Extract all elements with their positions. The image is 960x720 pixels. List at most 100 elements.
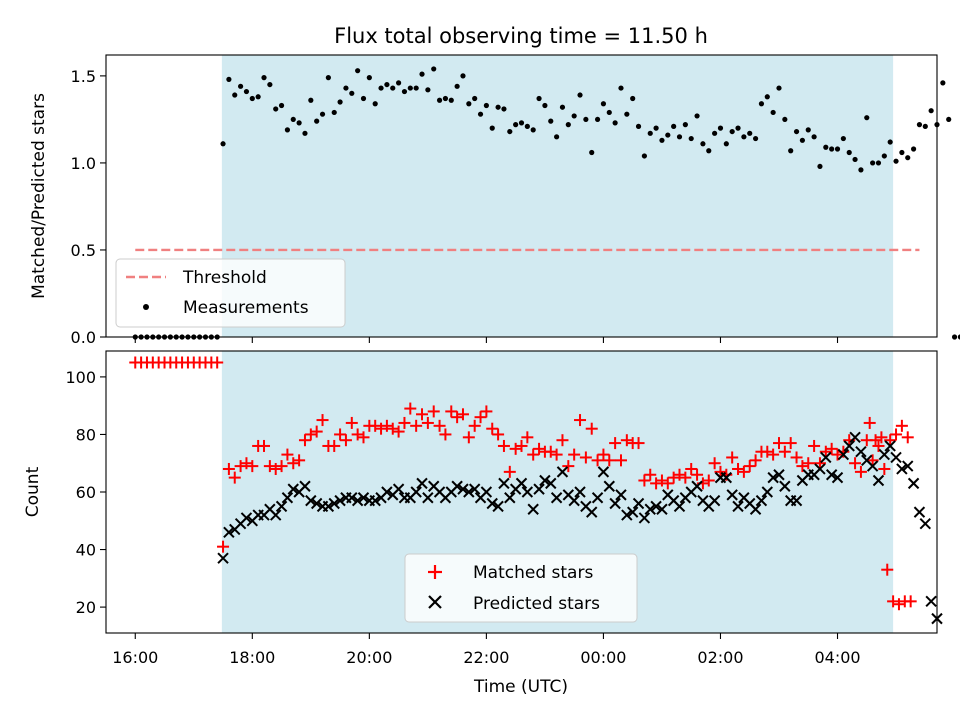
matched-star-point	[445, 405, 458, 418]
predicted-star-point	[896, 463, 908, 475]
legend-matched-label: Matched stars	[473, 563, 593, 583]
predicted-star-point	[638, 512, 651, 524]
predicted-star-point	[902, 460, 914, 472]
predicted-star-point	[621, 509, 633, 521]
predicted-star-point	[422, 492, 434, 504]
predicted-star-point	[907, 477, 920, 490]
matched-star-point	[813, 457, 826, 470]
matched-star-point	[597, 448, 610, 461]
measurement-point	[957, 334, 960, 340]
measurement-point	[349, 90, 355, 96]
measurement-point	[577, 92, 583, 98]
legend-threshold-label: Threshold	[182, 268, 267, 288]
predicted-star-point	[761, 486, 773, 498]
predicted-star-point	[820, 451, 832, 464]
predicted-star-point	[872, 474, 885, 487]
matched-star-point	[556, 434, 569, 447]
measurement-point	[530, 127, 536, 133]
measurement-point	[799, 137, 806, 143]
predicted-star-point	[556, 466, 569, 478]
predicted-star-point	[603, 480, 615, 492]
measurement-point	[624, 111, 630, 117]
measurement-point	[232, 92, 238, 98]
matched-star-point	[427, 405, 440, 418]
predicted-star-point	[726, 489, 738, 501]
predicted-star-point	[270, 509, 282, 521]
matched-star-point	[892, 598, 905, 611]
predicted-star-point	[381, 486, 393, 498]
matched-star-point	[890, 428, 903, 441]
matched-star-point	[310, 425, 323, 438]
matched-star-point	[895, 419, 908, 432]
matched-star-point	[392, 425, 405, 438]
predicted-star-point	[334, 494, 346, 507]
predicted-star-point	[790, 494, 803, 507]
predicted-star-point	[773, 469, 785, 481]
measurement-point	[360, 95, 367, 102]
matched-star-point	[872, 439, 885, 452]
measurement-point	[758, 101, 765, 107]
measurement-point	[390, 85, 396, 91]
matched-star-point	[869, 434, 882, 447]
matched-star-point	[884, 434, 897, 447]
matched-star-point	[304, 428, 317, 441]
measurement-point	[635, 123, 642, 129]
measurement-point	[682, 122, 688, 128]
measurement-point	[337, 99, 343, 105]
measurement-point	[296, 120, 302, 126]
measurement-point	[501, 106, 507, 112]
measurement-point	[407, 85, 413, 91]
matched-star-point	[603, 454, 616, 467]
matched-star-point	[767, 448, 780, 461]
measurement-point	[858, 167, 864, 173]
measurement-point	[413, 85, 419, 91]
measurement-point	[893, 158, 899, 164]
measurement-point	[366, 75, 372, 81]
measurement-point	[805, 127, 811, 133]
predicted-star-point	[708, 494, 721, 507]
predicted-star-point	[755, 494, 768, 507]
measurement-point	[712, 130, 718, 136]
measurement-point	[875, 160, 882, 166]
measurement-point	[922, 123, 928, 129]
predicted-star-point	[586, 506, 598, 518]
measurement-point	[331, 109, 337, 116]
measurement-point	[600, 101, 607, 107]
predicted-star-point	[533, 483, 545, 495]
x-tick-label: 02:00	[697, 648, 743, 667]
predicted-star-point	[568, 494, 580, 507]
measurement-point	[870, 160, 876, 166]
predicted-star-point	[632, 497, 645, 510]
measurement-point	[507, 128, 513, 135]
measurement-point	[554, 134, 560, 140]
measurement-point	[676, 134, 683, 140]
predicted-star-point	[550, 492, 563, 504]
measurement-point	[278, 102, 285, 109]
matched-star-point	[609, 437, 622, 450]
measurement-point	[782, 116, 788, 123]
predicted-star-point	[463, 486, 475, 498]
predicted-star-point	[492, 500, 504, 513]
y-tick-label: 40	[76, 541, 96, 560]
predicted-star-point	[521, 486, 534, 498]
measurement-point	[314, 118, 320, 124]
measurement-point	[448, 97, 454, 103]
matched-star-point	[863, 416, 876, 429]
predicted-star-point	[779, 480, 791, 492]
measurement-point	[425, 87, 431, 93]
matched-star-point	[474, 411, 487, 424]
y-tick-label: 80	[76, 425, 96, 444]
panel-ratio: 0.0 0.5 1.0 1.5 Matched/Predicted stars Thr…	[29, 54, 960, 347]
matched-star-point	[486, 422, 499, 435]
matched-star-point	[497, 439, 510, 452]
matched-star-point	[222, 462, 235, 475]
predicted-star-point	[451, 480, 463, 492]
measurement-point	[671, 123, 677, 129]
matched-star-point	[456, 408, 469, 421]
matched-star-point	[258, 439, 271, 452]
measurement-point	[688, 135, 694, 142]
predicted-star-point	[328, 497, 340, 510]
measurement-point	[928, 108, 934, 114]
matched-star-point	[269, 462, 282, 475]
